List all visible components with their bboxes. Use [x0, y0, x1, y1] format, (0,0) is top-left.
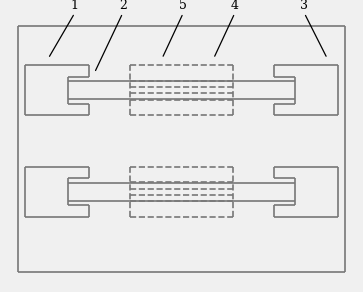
- Text: 3: 3: [300, 0, 308, 11]
- Text: 1: 1: [71, 0, 79, 11]
- Text: 2: 2: [119, 0, 127, 11]
- Text: 5: 5: [179, 0, 187, 11]
- Text: 4: 4: [231, 0, 239, 11]
